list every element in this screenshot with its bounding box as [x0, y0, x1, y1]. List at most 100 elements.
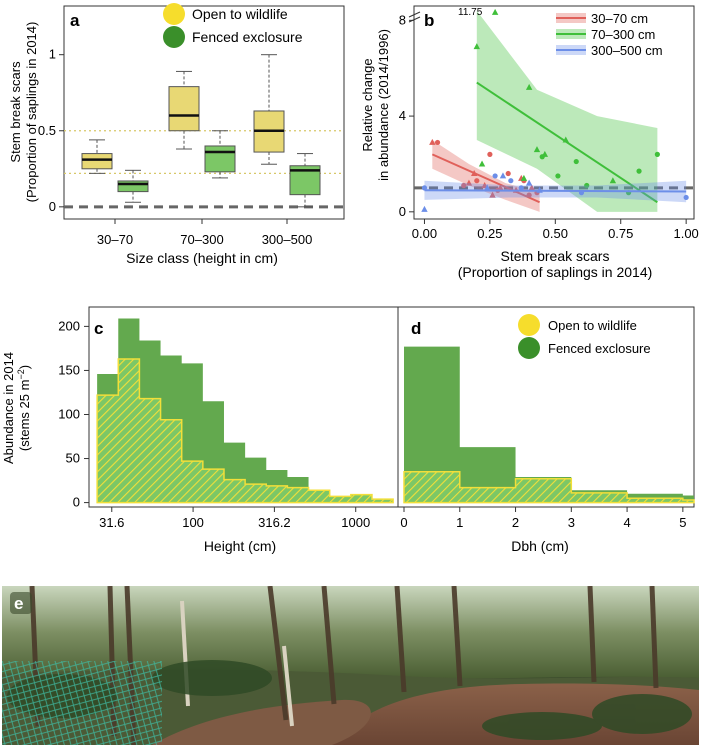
- data-point: [584, 182, 590, 189]
- box: [117, 180, 149, 193]
- y-tick-label: 0: [73, 495, 80, 510]
- x-tick-label: 1.00: [673, 226, 698, 241]
- panel-b-frame: [413, 5, 695, 220]
- data-point: [497, 184, 504, 191]
- data-point: [461, 182, 467, 189]
- panel-a-ylabel-line1: Stem break scars: [8, 61, 23, 163]
- figure-charts: 0 0.5 1 a Stem break scars (Proportion of …: [1, 3, 699, 554]
- x-tick-label: 0.75: [608, 226, 633, 241]
- panel-d-letter: d: [411, 319, 421, 338]
- data-point: [520, 174, 528, 181]
- histogram-fenced: [404, 346, 694, 503]
- data-point: [421, 205, 428, 212]
- panel-b-ylabel-line2: in abundance (2014/1996): [376, 29, 391, 181]
- panel-a-letter: a: [70, 11, 80, 30]
- y-tick-label: 8: [399, 12, 406, 27]
- legend-red-label: 30–70 cm: [591, 11, 648, 26]
- data-point: [562, 136, 569, 143]
- histogram-open: [96, 358, 394, 504]
- data-point: [487, 151, 493, 157]
- data-point: [578, 190, 585, 196]
- box: [204, 145, 236, 173]
- panel-d: 0 1 2 3 4 5 d Dbh (cm) Open to wildlife Fence…: [397, 306, 695, 554]
- x-tick-label: 4: [623, 515, 630, 530]
- panel-a-xlabel: Size class (height in cm): [126, 250, 278, 266]
- x-tick-label: 1: [456, 515, 463, 530]
- box: [81, 153, 113, 170]
- y-tick-label: 0.5: [38, 123, 56, 138]
- panel-a-legend: Open to wildlife Fenced exclosure: [163, 3, 303, 48]
- panel-b-xlabel-line2: (Proportion of saplings in 2014): [458, 264, 653, 280]
- x-tick-label: 0: [400, 515, 407, 530]
- data-point: [541, 150, 549, 157]
- forest-scene-image: e: [2, 586, 699, 745]
- x-tick-label: 2: [512, 515, 519, 530]
- data-point: [492, 173, 498, 179]
- data-point: [636, 168, 642, 174]
- panel-b-marks: 0.00 0.25 0.50 0.75 1.00 0 4 8: [399, 8, 699, 241]
- panel-e-letter: e: [14, 594, 23, 613]
- y-tick-label: 100: [58, 406, 80, 421]
- data-point: [609, 177, 617, 184]
- data-point: [474, 178, 480, 184]
- x-tick-label: 3: [568, 515, 575, 530]
- x-tick-label: 0.00: [412, 226, 437, 241]
- data-point: [508, 178, 514, 184]
- box: [168, 86, 200, 132]
- data-point: [555, 173, 561, 179]
- panel-b-letter: b: [424, 11, 434, 30]
- panel-c-ylabel-unit-sup: −2: [16, 369, 26, 379]
- data-point: [654, 151, 660, 157]
- x-tick-label: 316.2: [258, 515, 291, 530]
- y-tick-label: 200: [58, 318, 80, 333]
- panel-d-legend: Open to wildlife Fenced exclosure: [518, 314, 651, 359]
- data-point: [533, 146, 541, 153]
- data-point: [473, 43, 481, 50]
- data-point: [505, 170, 511, 177]
- legend-blue-label: 300–500 cm: [591, 43, 663, 58]
- y-tick-label: 150: [58, 362, 80, 377]
- data-point: [478, 160, 486, 167]
- data-point: [683, 194, 689, 201]
- legend-fenced-swatch: [518, 337, 540, 359]
- panel-c-letter: c: [94, 319, 103, 338]
- regression-line: [431, 153, 541, 204]
- data-point: [526, 192, 532, 198]
- data-point: [518, 185, 524, 191]
- panel-c-ylabel-unit: (stems 25 m: [17, 380, 32, 452]
- x-tick-label: 100: [182, 515, 204, 530]
- data-point: [499, 172, 507, 179]
- panel-a-frame: [63, 5, 345, 220]
- data-point: [489, 191, 496, 198]
- data-point: [484, 184, 491, 191]
- panel-b-legend: 30–70 cm 70–300 cm 300–500 cm: [556, 11, 663, 58]
- data-point: [536, 186, 543, 193]
- legend-fenced-label: Fenced exclosure: [548, 341, 651, 356]
- panel-b-axis-break: [408, 11, 421, 23]
- outlier-point: [491, 8, 499, 15]
- confidence-band: [476, 10, 658, 212]
- y-tick-label: 0: [399, 204, 406, 219]
- data-point: [465, 179, 473, 186]
- panel-c-ylabel-unit-end: ): [17, 365, 32, 369]
- data-point: [573, 158, 579, 165]
- legend-open-swatch: [163, 3, 185, 25]
- data-point: [528, 184, 535, 191]
- panel-a-xtick-label: 70–300: [180, 232, 223, 247]
- confidence-band: [432, 140, 540, 212]
- panel-d-xlabel: Dbh (cm): [511, 538, 569, 554]
- panel-c: 31.6 100 316.2 1000 0 50 100 150 200 c Abundance…: [1, 306, 399, 554]
- data-point: [429, 138, 436, 145]
- panel-a-xtick-label: 300–500: [262, 232, 313, 247]
- panel-d-frame: [397, 306, 695, 508]
- x-tick-label: 31.6: [99, 515, 124, 530]
- data-point: [525, 179, 533, 186]
- y-tick-label: 0: [49, 199, 56, 214]
- legend-open-swatch: [518, 314, 540, 336]
- legend-fenced-swatch: [163, 26, 185, 48]
- panel-b: 0.00 0.25 0.50 0.75 1.00 0 4 8 b Relative chang…: [360, 5, 699, 280]
- panel-c-marks: 31.6 100 316.2 1000 0 50 100 150 200: [58, 318, 394, 530]
- panel-a-ylabel-line2: (Proportion of saplings in 2014): [24, 22, 39, 203]
- panel-a-xtick-label: 30–70: [97, 232, 133, 247]
- regression-line: [424, 189, 687, 193]
